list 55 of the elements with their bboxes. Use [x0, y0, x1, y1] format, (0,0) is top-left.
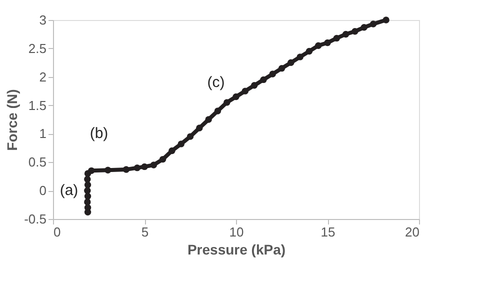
y-tick-label: 0.5: [28, 154, 46, 170]
point: [278, 64, 286, 72]
y-tick-label: -0.5: [24, 212, 46, 226]
point: [150, 162, 158, 168]
y-tick-label: 0: [39, 183, 46, 198]
point: [214, 108, 222, 114]
x-tick-label: 20: [405, 224, 420, 240]
x-tick-label: 5: [141, 224, 149, 240]
y-tick-label: 3: [39, 12, 46, 28]
y-axis-title: Force (N): [4, 89, 20, 151]
y-tick-label: 1: [39, 126, 46, 142]
point: [88, 167, 95, 174]
point: [196, 124, 203, 132]
point: [324, 39, 331, 46]
point: [288, 59, 294, 66]
point: [250, 82, 258, 89]
point: [333, 34, 340, 42]
point: [104, 166, 112, 174]
point: [159, 156, 166, 163]
point: [84, 192, 92, 200]
point: [178, 140, 184, 148]
point: [84, 187, 91, 194]
point: [314, 42, 322, 49]
point: [134, 164, 141, 172]
point: [242, 88, 249, 94]
point: [84, 198, 91, 206]
y-tick-label: 2.5: [28, 40, 46, 56]
point: [370, 20, 377, 28]
point: [205, 116, 212, 123]
point: [269, 70, 276, 78]
point: [84, 204, 92, 211]
x-tick-label: 10: [229, 224, 244, 240]
x-axis-title: Pressure (kPa): [187, 242, 286, 258]
point: [296, 54, 304, 60]
annotation: (c): [207, 74, 225, 91]
point: [186, 133, 194, 140]
point: [223, 99, 230, 106]
point: [306, 48, 313, 55]
y-tick-label: 1.5: [28, 98, 46, 113]
annotation: (a): [60, 182, 78, 199]
point: [260, 76, 267, 84]
x-tick-label: 0: [54, 224, 61, 240]
point: [342, 30, 350, 38]
point: [232, 93, 240, 100]
x-tick-label: 15: [320, 224, 336, 240]
point: [382, 16, 390, 24]
point: [360, 24, 368, 31]
point: [352, 28, 358, 35]
point: [141, 163, 148, 170]
y-tick-label: 2: [39, 69, 46, 84]
annotation: (b): [90, 125, 108, 142]
point: [84, 176, 91, 183]
point: [168, 147, 176, 154]
point: [84, 182, 92, 188]
point: [122, 166, 130, 173]
